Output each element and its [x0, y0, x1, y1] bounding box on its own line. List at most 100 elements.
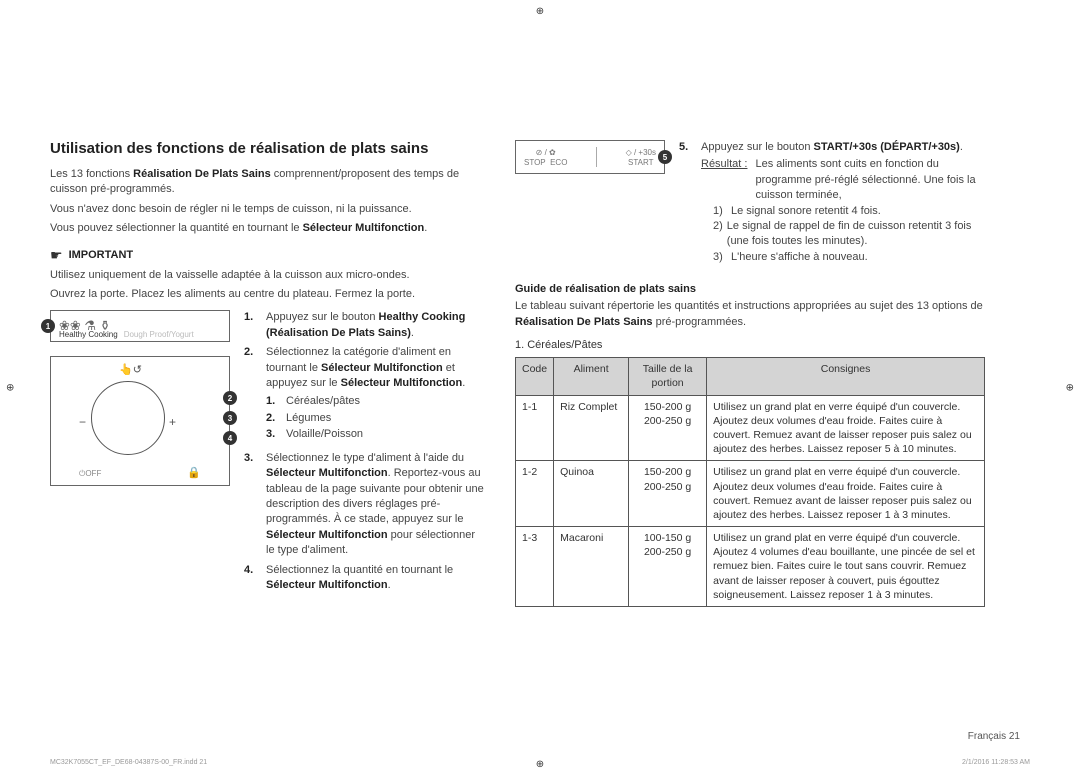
cell-portion: 150-200 g 200-250 g — [629, 395, 707, 461]
step-num-5: 5. — [679, 140, 693, 265]
step-4: 4. Sélectionnez la quantité en tournant … — [244, 563, 485, 594]
table-row: 1-3 Macaroni 100-150 g 200-250 g Utilise… — [516, 527, 985, 607]
step-1-text: Appuyez sur le bouton Healthy Cooking (R… — [266, 310, 485, 341]
crop-mark-top: ⊕ — [536, 6, 544, 17]
step-4-text: Sélectionnez la quantité en tournant le … — [266, 563, 485, 594]
intro-line-3: Vous pouvez sélectionner la quantité en … — [50, 221, 485, 236]
healthy-cooking-label: Healthy Cooking — [59, 330, 118, 339]
step-badge-1: 1 — [41, 319, 55, 333]
dial-minus-icon: − — [79, 415, 86, 429]
guide-subhead: 1. Céréales/Pâtes — [515, 338, 985, 353]
guide-title: Guide de réalisation de plats sains — [515, 283, 985, 295]
crop-mark-right: ⊕ — [1066, 383, 1074, 394]
page-footprint: MC32K7055CT_EF_DE68-04387S-00_FR.indd 21… — [50, 759, 1030, 766]
th-portion: Taille de la portion — [629, 358, 707, 395]
steps-list: 1. Appuyez sur le bouton Healthy Cooking… — [244, 310, 485, 597]
table-row: 1-1 Riz Complet 150-200 g 200-250 g Util… — [516, 395, 985, 461]
dial-circle — [91, 381, 165, 455]
start-plus30-icon: ◇ / +30s — [626, 148, 656, 157]
pointing-hand-icon: ☛ — [50, 247, 63, 264]
cell-aliment: Riz Complet — [554, 395, 629, 461]
dial-off-label: ⏻OFF — [79, 469, 101, 479]
th-code: Code — [516, 358, 554, 395]
step-2-text: Sélectionnez la catégorie d'aliment en t… — [266, 345, 485, 447]
stop-eco-icon: ⊘ / ✿ — [536, 148, 556, 157]
cell-portion: 150-200 g 200-250 g — [629, 461, 707, 527]
eco-label: ECO — [550, 158, 567, 167]
important-label: IMPORTANT — [69, 249, 134, 261]
th-aliment: Aliment — [554, 358, 629, 395]
page-content: Utilisation des fonctions de réalisation… — [50, 10, 1030, 607]
step-3: 3. Sélectionnez le type d'aliment à l'ai… — [244, 451, 485, 559]
left-column: Utilisation des fonctions de réalisation… — [50, 140, 485, 607]
cell-aliment: Macaroni — [554, 527, 629, 607]
th-consignes: Consignes — [707, 358, 985, 395]
step-3-text: Sélectionnez le type d'aliment à l'aide … — [266, 451, 485, 559]
result-text: Les aliments sont cuits en fonction du p… — [755, 157, 985, 203]
intro1a: Les 13 fonctions — [50, 168, 133, 180]
table-header-row: Code Aliment Taille de la portion Consig… — [516, 358, 985, 395]
sub-cat-1: Céréales/pâtes — [286, 393, 360, 410]
figure-healthy-cooking-panel: 1 ❀❀ ⚗ ⚱ Healthy Cooking Dough Proof/Yog… — [50, 310, 230, 342]
category-sublist: 1.Céréales/pâtes 2.Légumes 3.Volaille/Po… — [266, 393, 485, 443]
guide-intro: Le tableau suivant répertorie les quanti… — [515, 299, 985, 330]
result-item-1: Le signal sonore retentit 4 fois. — [731, 204, 881, 219]
step-1: 1. Appuyez sur le bouton Healthy Cooking… — [244, 310, 485, 341]
step-badge-3: 3 — [223, 411, 237, 425]
left-lower-row: 1 ❀❀ ⚗ ⚱ Healthy Cooking Dough Proof/Yog… — [50, 310, 485, 597]
cell-aliment: Quinoa — [554, 461, 629, 527]
result-label: Résultat : — [701, 157, 747, 203]
result-item-3: L'heure s'affiche à nouveau. — [731, 250, 868, 265]
result-numbered-list: 1)Le signal sonore retentit 4 fois. 2)Le… — [713, 204, 985, 266]
figure-dial: 👆↺ − + ⏻OFF 🔒 2 3 4 — [50, 356, 230, 486]
dial-off-text: OFF — [85, 469, 101, 478]
step-2: 2. Sélectionnez la catégorie d'aliment e… — [244, 345, 485, 447]
step-5: 5. Appuyez sur le bouton START/+30s (DÉP… — [679, 140, 985, 265]
cell-portion: 100-150 g 200-250 g — [629, 527, 707, 607]
step-badge-2: 2 — [223, 391, 237, 405]
doc-ref: MC32K7055CT_EF_DE68-04387S-00_FR.indd 21 — [50, 759, 207, 766]
sub-cat-3: Volaille/Poisson — [286, 426, 363, 443]
intro3a: Vous pouvez sélectionner la quantité en … — [50, 222, 303, 234]
step-num-4: 4. — [244, 563, 258, 594]
step-num-3: 3. — [244, 451, 258, 559]
step-badge-5: 5 — [658, 150, 672, 164]
important-text-1: Utilisez uniquement de la vaisselle adap… — [50, 268, 485, 283]
step-num-2: 2. — [244, 345, 258, 447]
panel-divider — [596, 147, 597, 167]
cell-consignes: Utilisez un grand plat en verre équipé d… — [707, 527, 985, 607]
dial-step-badges: 2 3 4 — [223, 391, 237, 445]
intro3c: . — [424, 222, 427, 234]
start-label: START — [628, 158, 653, 167]
figure-start-panel: ⊘ / ✿ STOP ECO ◇ / +30s START 5 — [515, 140, 665, 174]
cell-consignes: Utilisez un grand plat en verre équipé d… — [707, 461, 985, 527]
dough-proof-label: Dough Proof/Yogurt — [124, 330, 194, 339]
cooking-table: Code Aliment Taille de la portion Consig… — [515, 357, 985, 607]
right-column: ⊘ / ✿ STOP ECO ◇ / +30s START 5 5. Appuy… — [515, 140, 985, 607]
page-footer-lang: Français 21 — [968, 731, 1020, 742]
doc-timestamp: 2/1/2016 11:28:53 AM — [962, 759, 1030, 766]
start-group: ◇ / +30s START — [626, 148, 656, 167]
crop-mark-left: ⊕ — [6, 383, 14, 394]
cell-consignes: Utilisez un grand plat en verre équipé d… — [707, 395, 985, 461]
lock-icon: 🔒 — [187, 466, 201, 479]
step5-row: ⊘ / ✿ STOP ECO ◇ / +30s START 5 5. Appuy… — [515, 140, 985, 269]
cell-code: 1-1 — [516, 395, 554, 461]
stop-label: STOP — [524, 158, 546, 167]
important-text-2: Ouvrez la porte. Placez les aliments au … — [50, 287, 485, 302]
section-title: Utilisation des fonctions de réalisation… — [50, 140, 485, 157]
dial-top-icon: 👆↺ — [119, 363, 142, 376]
sub-cat-2: Légumes — [286, 410, 331, 427]
figure-column: 1 ❀❀ ⚗ ⚱ Healthy Cooking Dough Proof/Yog… — [50, 310, 230, 597]
step-num-1: 1. — [244, 310, 258, 341]
result-item-2: Le signal de rappel de fin de cuisson re… — [727, 219, 985, 250]
intro3b: Sélecteur Multifonction — [303, 222, 425, 234]
important-heading: ☛ IMPORTANT — [50, 247, 485, 264]
step-badge-4: 4 — [223, 431, 237, 445]
dial-plus-icon: + — [169, 415, 176, 429]
step5-text-block: 5. Appuyez sur le bouton START/+30s (DÉP… — [679, 140, 985, 269]
intro-line-1: Les 13 fonctions Réalisation De Plats Sa… — [50, 167, 485, 198]
stop-eco-group: ⊘ / ✿ STOP ECO — [524, 148, 567, 167]
cell-code: 1-2 — [516, 461, 554, 527]
intro-line-2: Vous n'avez donc besoin de régler ni le … — [50, 202, 485, 217]
